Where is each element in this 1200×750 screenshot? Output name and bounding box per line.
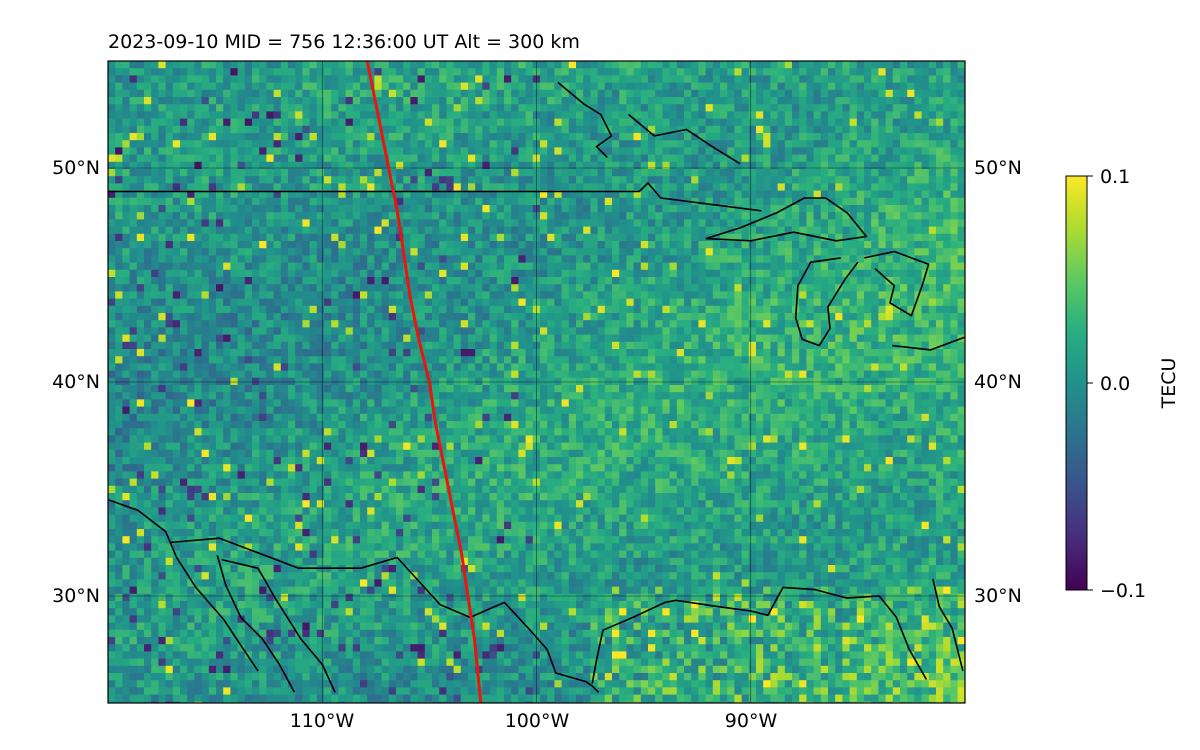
latitude-tick-labels-right: 50°N 40°N 30°N	[974, 157, 1022, 607]
lat-tick-label: 40°N	[52, 371, 100, 393]
lake-michigan	[794, 257, 859, 347]
gulf-coast	[591, 586, 928, 684]
hudson-bay-shore	[628, 113, 741, 165]
lon-tick-label: 110°W	[290, 710, 355, 732]
gulf-of-california-east	[221, 558, 336, 693]
map-frame	[107, 60, 966, 704]
lat-tick-label: 30°N	[52, 585, 100, 607]
colorbar-gradient	[1065, 175, 1088, 591]
coastlines-and-borders	[108, 81, 965, 693]
lon-tick-label: 90°W	[725, 710, 778, 732]
lake-superior	[705, 197, 868, 242]
florida-east-coast	[932, 578, 964, 672]
map-area	[108, 61, 965, 703]
colorbar-tick-label: −0.1	[1100, 580, 1146, 602]
lon-tick-label: 100°W	[505, 710, 570, 732]
lake-huron	[864, 250, 930, 317]
lake-winnipeg	[557, 81, 613, 158]
tec-field	[108, 61, 965, 703]
map-title: 2023-09-10 MID = 756 12:36:00 UT Alt = 3…	[108, 31, 580, 53]
lat-tick-label: 50°N	[974, 157, 1022, 179]
latitude-tick-labels-left: 50°N 40°N 30°N	[52, 157, 100, 607]
colorbar-tick-label: 0.1	[1100, 166, 1130, 188]
gulf-of-california-west	[216, 555, 296, 693]
lat-tick-label: 40°N	[974, 371, 1022, 393]
us-canada-border	[108, 182, 762, 212]
satellite-track-line	[365, 61, 483, 703]
lat-tick-label: 30°N	[974, 585, 1022, 607]
colorbar-label: TECU	[1158, 358, 1180, 410]
lake-erie	[892, 336, 965, 351]
colorbar: 0.1 0.0 −0.1 TECU	[1065, 166, 1180, 602]
gridlines	[108, 61, 965, 703]
lat-tick-label: 50°N	[52, 157, 100, 179]
us-mexico-border	[170, 537, 600, 693]
longitude-tick-labels: 110°W 100°W 90°W	[290, 710, 778, 732]
pacific-coast	[108, 498, 259, 672]
colorbar-tick-label: 0.0	[1100, 373, 1130, 395]
